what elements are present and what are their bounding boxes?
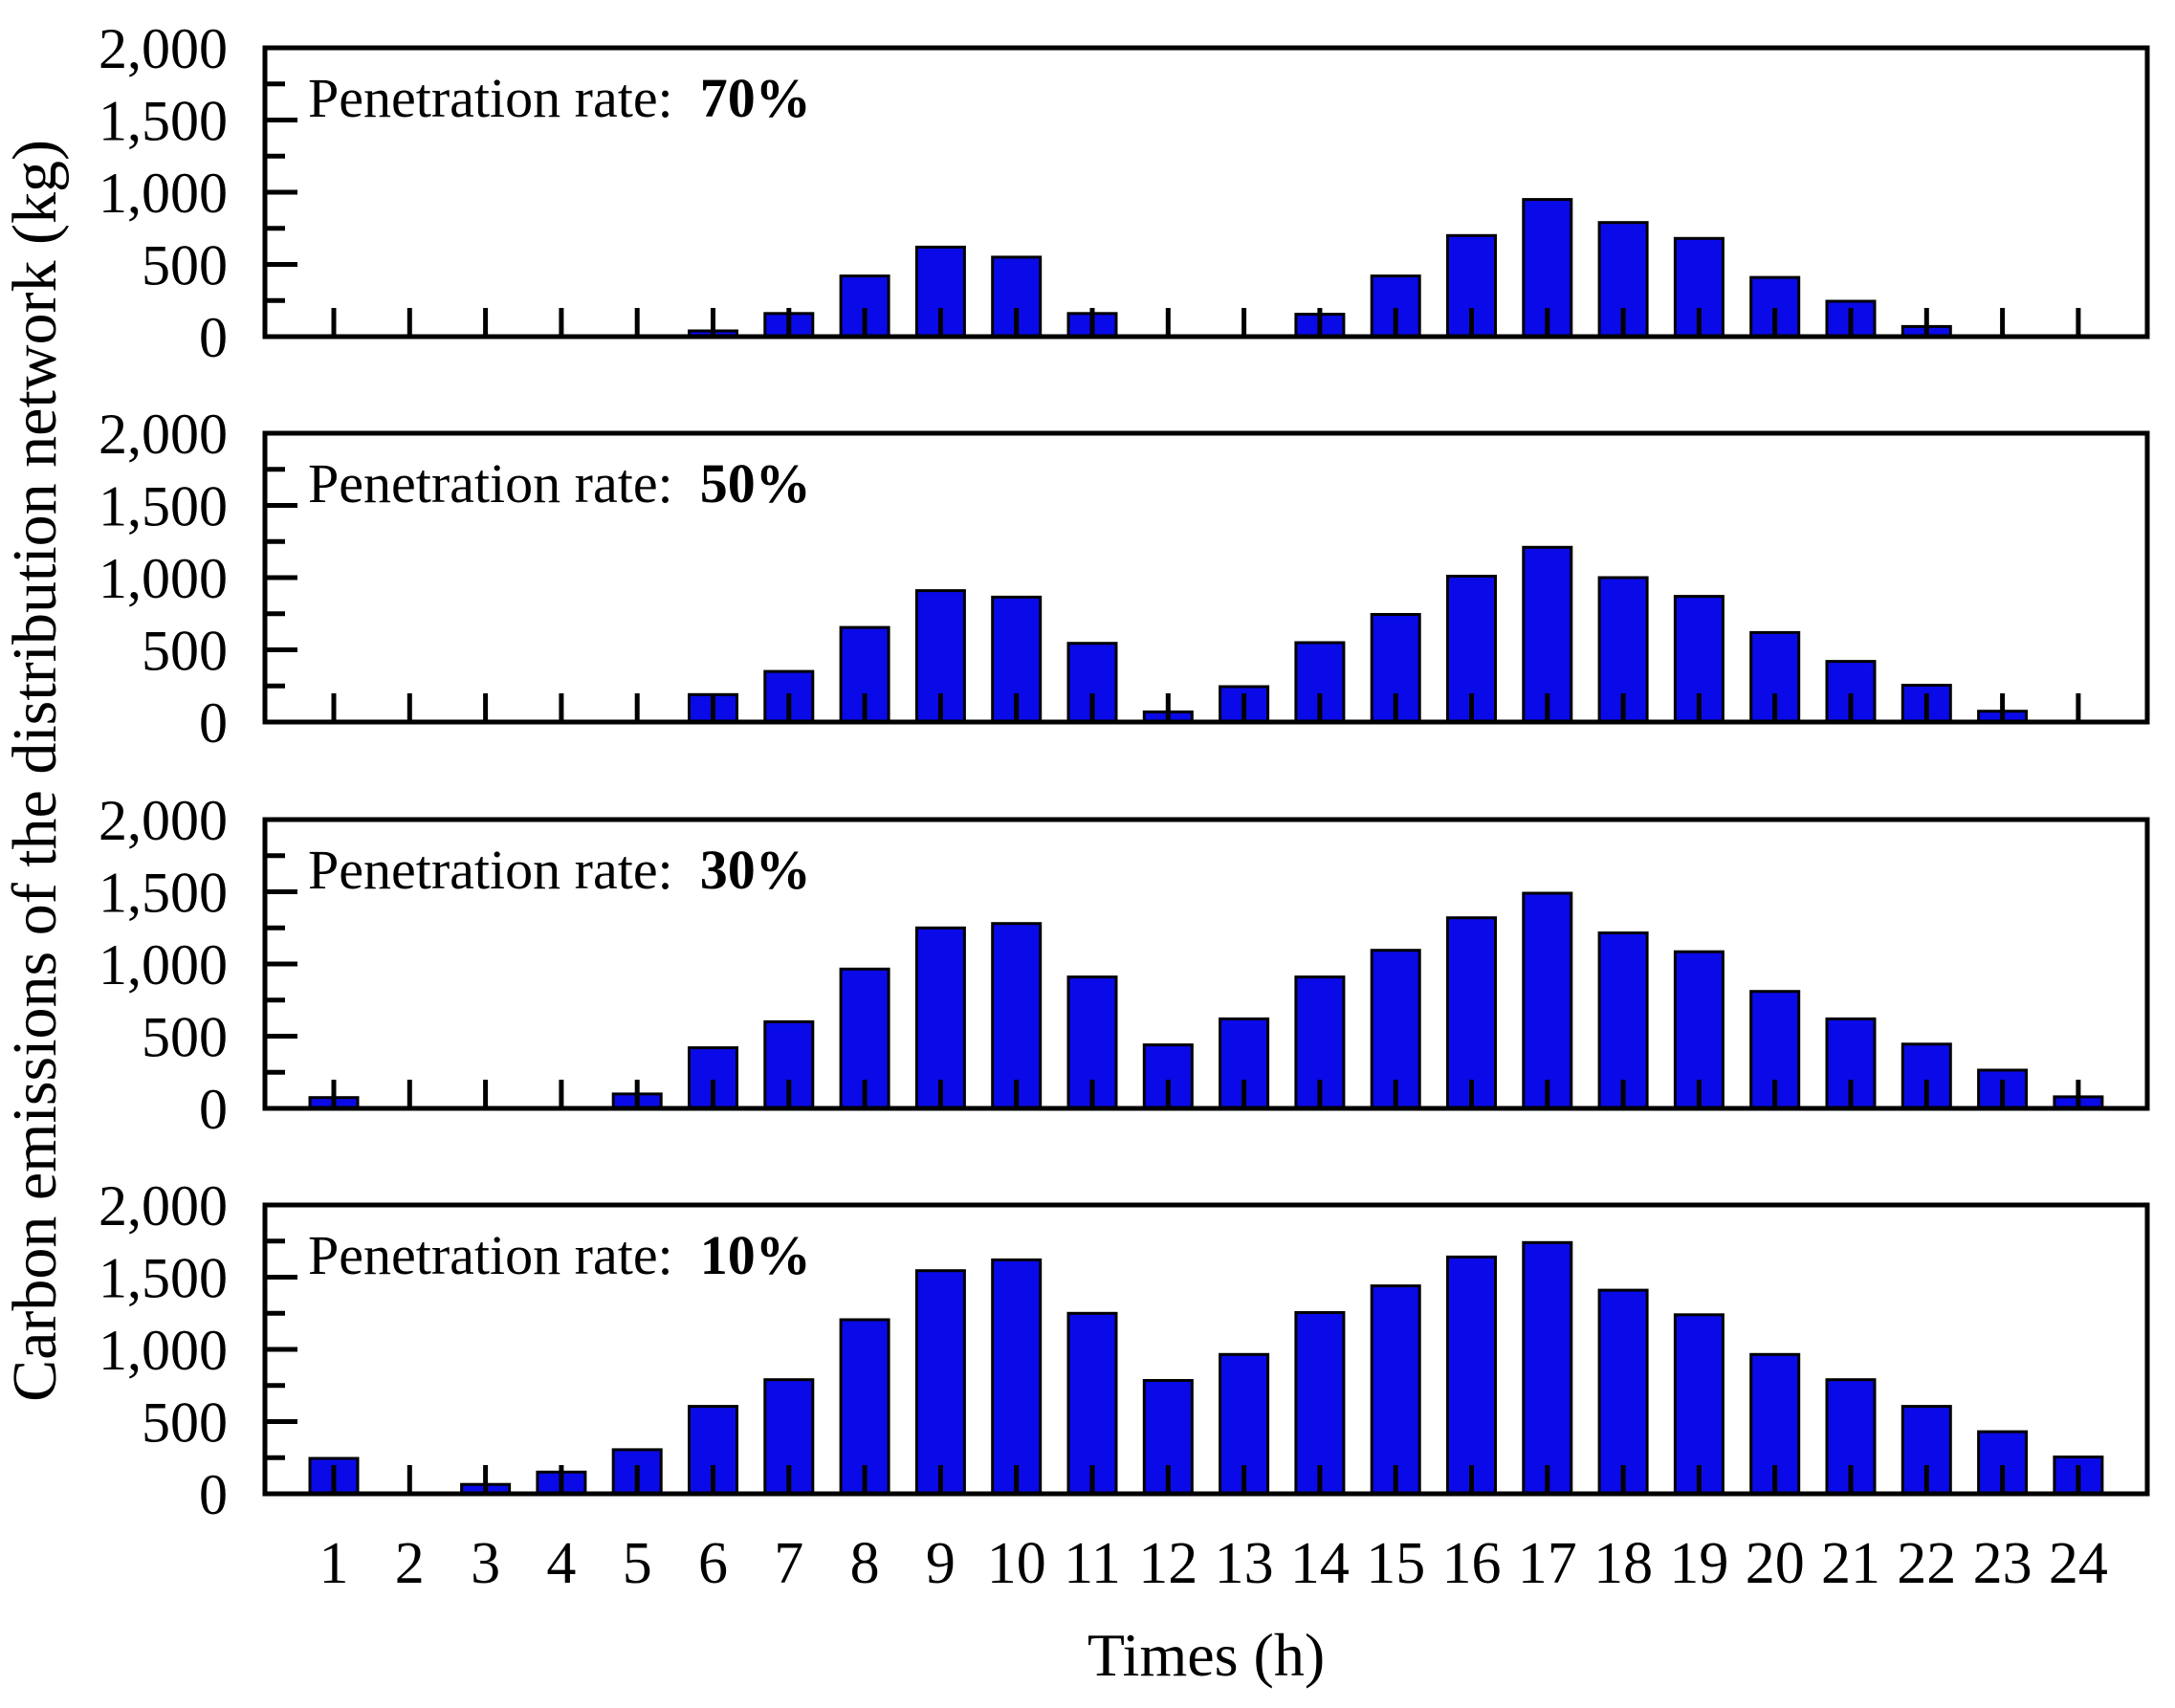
x-tick-label: 2 <box>395 1531 425 1596</box>
bar-hour-10 <box>991 922 1043 1110</box>
x-tick-label: 9 <box>926 1531 956 1596</box>
bar-hour-16 <box>1446 1255 1497 1496</box>
y-tick-label: 2,000 <box>99 1174 228 1237</box>
bar-hour-17 <box>1522 891 1573 1110</box>
annotation-rate-value: 10% <box>700 1224 811 1286</box>
bar-hour-16 <box>1446 916 1497 1110</box>
x-tick-label: 13 <box>1215 1531 1274 1596</box>
y-tick-label: 1,000 <box>99 162 228 225</box>
bar-hour-18 <box>1597 1288 1649 1496</box>
x-tick-label: 20 <box>1746 1531 1805 1596</box>
annotation-rate-value: 30% <box>700 839 811 901</box>
panel-annotation: Penetration rate: 70% <box>308 67 811 129</box>
y-tick-label: 2,000 <box>99 403 228 466</box>
annotation-prefix: Penetration rate: <box>308 839 673 901</box>
x-tick-label: 15 <box>1366 1531 1425 1596</box>
x-tick-label: 14 <box>1290 1531 1350 1596</box>
y-tick-label: 1,500 <box>99 475 228 538</box>
annotation-prefix: Penetration rate: <box>308 67 673 129</box>
annotation-prefix: Penetration rate: <box>308 1224 673 1286</box>
x-tick-label: 12 <box>1138 1531 1197 1596</box>
x-tick-label: 22 <box>1897 1531 1956 1596</box>
bar-hour-17 <box>1522 545 1573 724</box>
bar-hour-15 <box>1370 1284 1421 1496</box>
x-tick-label: 7 <box>774 1531 803 1596</box>
y-tick-label: 500 <box>142 620 228 683</box>
y-tick-label: 500 <box>142 234 228 297</box>
y-tick-label: 1,000 <box>99 1319 228 1382</box>
x-tick-label: 21 <box>1821 1531 1880 1596</box>
x-tick-label: 11 <box>1064 1531 1121 1596</box>
panel-frame <box>262 45 2150 339</box>
bar-hour-14 <box>1294 1311 1346 1496</box>
x-tick-label: 8 <box>850 1531 880 1596</box>
panel-frame <box>262 430 2150 725</box>
annotation-rate-value: 50% <box>700 452 811 515</box>
y-tick-label: 2,000 <box>99 17 228 80</box>
x-axis-title: Times (h) <box>1088 1621 1325 1689</box>
x-tick-label: 3 <box>471 1531 500 1596</box>
panel-rate-30-percent: 0 500 1,000 1,500 2,000 Penetration rate: 30% <box>99 789 2150 1141</box>
y-tick-label: 0 <box>199 1463 228 1526</box>
bar-hour-18 <box>1597 931 1649 1110</box>
panel-rate-70-percent: 0 500 1,000 1,500 2,000 Penetration rate: 70% <box>99 17 2150 369</box>
x-tick-label: 6 <box>698 1531 728 1596</box>
x-tick-label: 17 <box>1518 1531 1577 1596</box>
y-tick-label: 500 <box>142 1391 228 1455</box>
y-tick-label: 0 <box>199 1078 228 1141</box>
y-tick-label: 0 <box>199 306 228 369</box>
y-tick-label: 1,500 <box>99 90 228 153</box>
x-tick-label: 4 <box>546 1531 576 1596</box>
y-axis-title: Carbon emissions of the distribution net… <box>0 140 70 1402</box>
panel-frame <box>262 817 2150 1111</box>
bar-hour-9 <box>914 1269 966 1496</box>
y-tick-label: 1,500 <box>99 862 228 925</box>
x-tick-label: 10 <box>987 1531 1046 1596</box>
panel-rate-10-percent: 0 500 1,000 1,500 2,000 Penetration rate: 10% <box>99 1174 2150 1526</box>
x-tick-label: 1 <box>319 1531 349 1596</box>
annotation-prefix: Penetration rate: <box>308 452 673 515</box>
panel-rate-50-percent: 0 500 1,000 1,500 2,000 Penetration rate: 50% <box>99 403 2150 755</box>
bar-hour-10 <box>991 1258 1043 1496</box>
panel-annotation: Penetration rate: 10% <box>308 1224 811 1286</box>
bar-hour-8 <box>839 1318 890 1496</box>
bar-hour-11 <box>1066 975 1118 1110</box>
x-tick-label: 24 <box>2049 1531 2108 1596</box>
bar-hour-9 <box>914 926 966 1110</box>
x-tick-label: 19 <box>1669 1531 1728 1596</box>
panel-frame <box>262 1202 2150 1497</box>
y-tick-label: 1,500 <box>99 1247 228 1310</box>
panel-annotation: Penetration rate: 50% <box>308 452 811 515</box>
y-tick-label: 0 <box>199 691 228 755</box>
panel-annotation: Penetration rate: 30% <box>308 839 811 901</box>
x-tick-label: 5 <box>623 1531 652 1596</box>
y-tick-label: 2,000 <box>99 789 228 852</box>
x-tick-label: 16 <box>1442 1531 1502 1596</box>
x-tick-label: 18 <box>1593 1531 1653 1596</box>
annotation-rate-value: 70% <box>700 67 811 129</box>
y-tick-label: 1,000 <box>99 547 228 610</box>
bar-hour-11 <box>1066 1311 1118 1496</box>
x-tick-label: 23 <box>1973 1531 2032 1596</box>
y-tick-label: 1,000 <box>99 933 228 996</box>
y-tick-label: 500 <box>142 1006 228 1069</box>
bar-hour-17 <box>1522 1240 1573 1496</box>
